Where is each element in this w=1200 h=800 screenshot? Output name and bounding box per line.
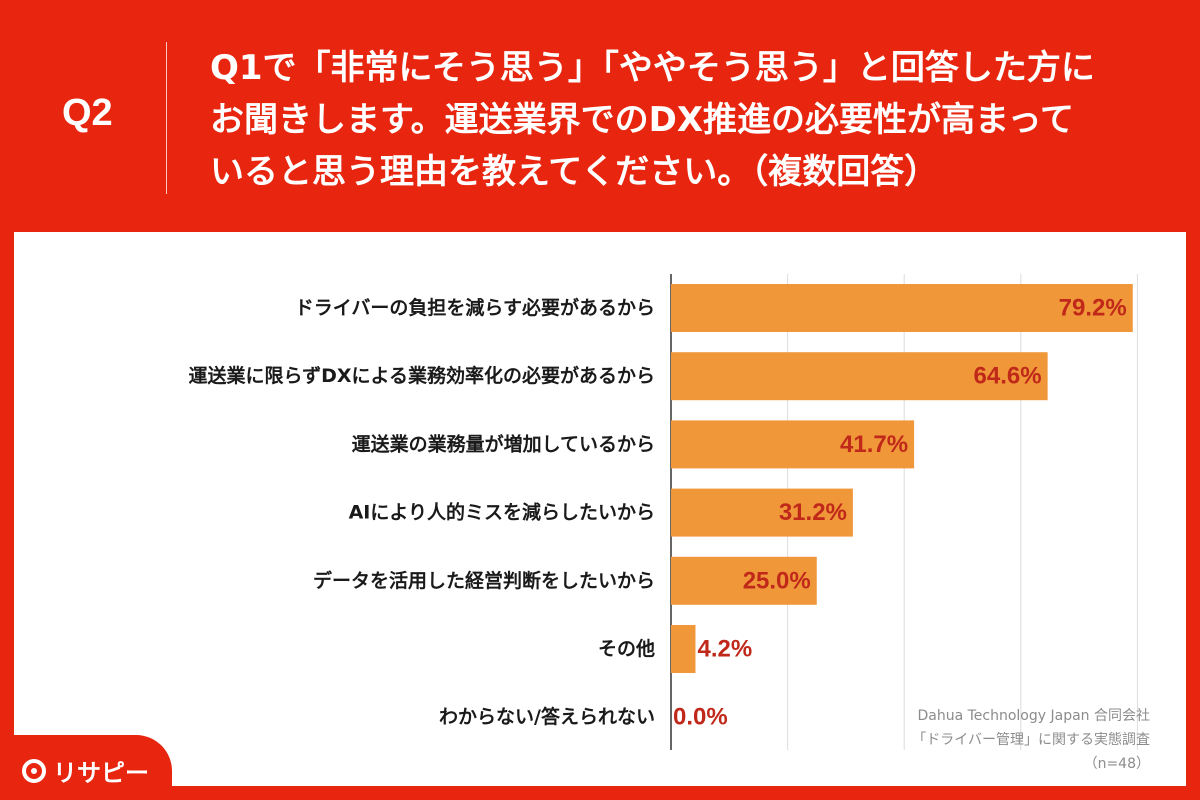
value-label: 0.0% (673, 704, 728, 731)
survey-credit: Dahua Technology Japan 合同会社 「ドライバー管理」に関す… (912, 704, 1150, 776)
question-line: いると思う理由を教えてください。（複数回答） (210, 152, 939, 192)
category-label: データを活用した経営判断をしたいから (313, 569, 655, 592)
chart-panel: ドライバーの負担を減らす必要があるから 79.2% 運送業に限らずDXによる業務効率… (14, 232, 1186, 786)
category-label: 運送業の業務量が増加しているから (352, 432, 655, 455)
bar (671, 352, 1048, 401)
question-number: Q2 (62, 92, 113, 134)
category-label: 運送業に限らずDXによる業務効率化の必要があるから (189, 364, 655, 387)
bar (671, 556, 817, 605)
value-label: 25.0% (743, 567, 811, 594)
value-label: 31.2% (779, 499, 847, 526)
brand-name: リサピー (53, 759, 149, 787)
category-label: AIにより人的ミスを減らしたいから (349, 501, 655, 524)
credit-survey: 「ドライバー管理」に関する実態調査 (912, 732, 1150, 748)
header-divider (166, 42, 167, 194)
question-text: Q1で「非常にそう思う」「ややそう思う」と回答した方に お聞きします。運送業界で… (210, 42, 1170, 198)
value-label: 41.7% (840, 431, 908, 458)
value-label: 64.6% (974, 363, 1042, 390)
question-line: お聞きします。運送業界でのDX推進の必要性が高まって (210, 100, 1074, 140)
bar (671, 420, 915, 469)
logo-tab: リサピー (0, 735, 172, 800)
brand-logo: リサピー (22, 753, 149, 788)
category-label: ドライバーの負担を減らす必要があるから (295, 296, 655, 319)
value-label: 79.2% (1059, 295, 1127, 322)
question-header: Q2 Q1で「非常にそう思う」「ややそう思う」と回答した方に お聞きします。運送… (0, 0, 1200, 232)
credit-company: Dahua Technology Japan 合同会社 (917, 708, 1150, 724)
bar (671, 488, 853, 537)
bar-chart: ドライバーの負担を減らす必要があるから 79.2% 運送業に限らずDXによる業務効率… (189, 274, 1138, 750)
value-label: 4.2% (697, 636, 752, 663)
bar (671, 284, 1133, 332)
credit-sample-size: （n=48） (1083, 756, 1150, 772)
category-label: わからない/答えられない (439, 705, 655, 728)
pin-icon (22, 758, 46, 783)
bar (671, 625, 696, 673)
question-line: Q1で「非常にそう思う」「ややそう思う」と回答した方に (210, 48, 1095, 88)
category-label: その他 (598, 637, 655, 660)
